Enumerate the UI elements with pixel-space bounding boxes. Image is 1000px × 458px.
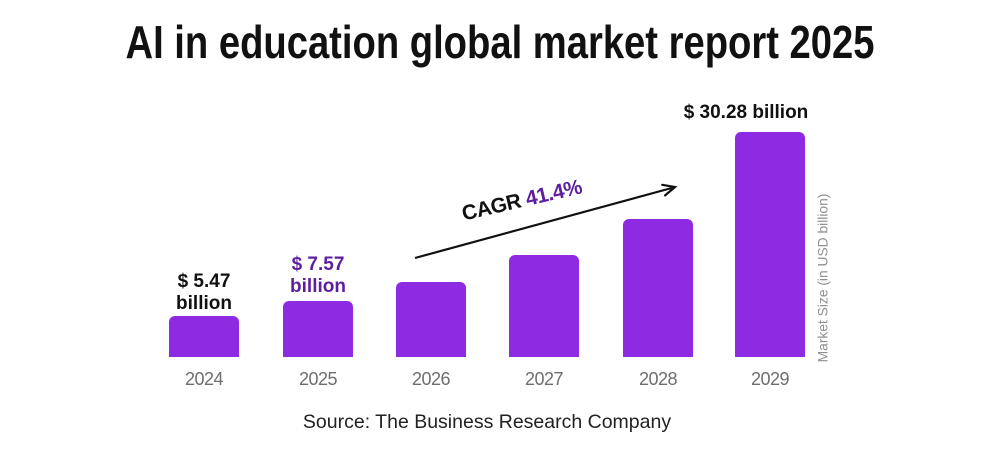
y-axis-label: Market Size (in USD billion) (815, 193, 831, 363)
x-tick-2024: 2024 (184, 369, 224, 389)
cagr-value: 41.4% (523, 175, 585, 211)
bar-2028 (622, 219, 694, 357)
bar-2025 (282, 300, 354, 357)
chart-title: AI in education global market report 202… (125, 16, 875, 68)
bar-value-label-2024: $ 5.47 billion (176, 271, 232, 315)
bar-2026 (395, 282, 467, 357)
bar-2029 (734, 132, 806, 357)
cagr-annotation: CAGR 41.4% (460, 176, 585, 227)
x-tick-2028: 2028 (638, 369, 678, 389)
source-caption: Source: The Business Research Company (302, 411, 672, 433)
bar-2024 (168, 316, 240, 357)
bar-2027 (508, 255, 580, 357)
x-tick-2027: 2027 (524, 369, 564, 389)
x-tick-2025: 2025 (298, 369, 338, 389)
arrow-head (661, 183, 678, 197)
cagr-label: CAGR (459, 189, 524, 226)
x-tick-2026: 2026 (411, 369, 451, 389)
bar-value-label-2025: $ 7.57 billion (290, 253, 346, 297)
x-tick-2029: 2029 (750, 369, 790, 389)
bar-value-label-2029: $ 30.28 billion (683, 102, 809, 124)
